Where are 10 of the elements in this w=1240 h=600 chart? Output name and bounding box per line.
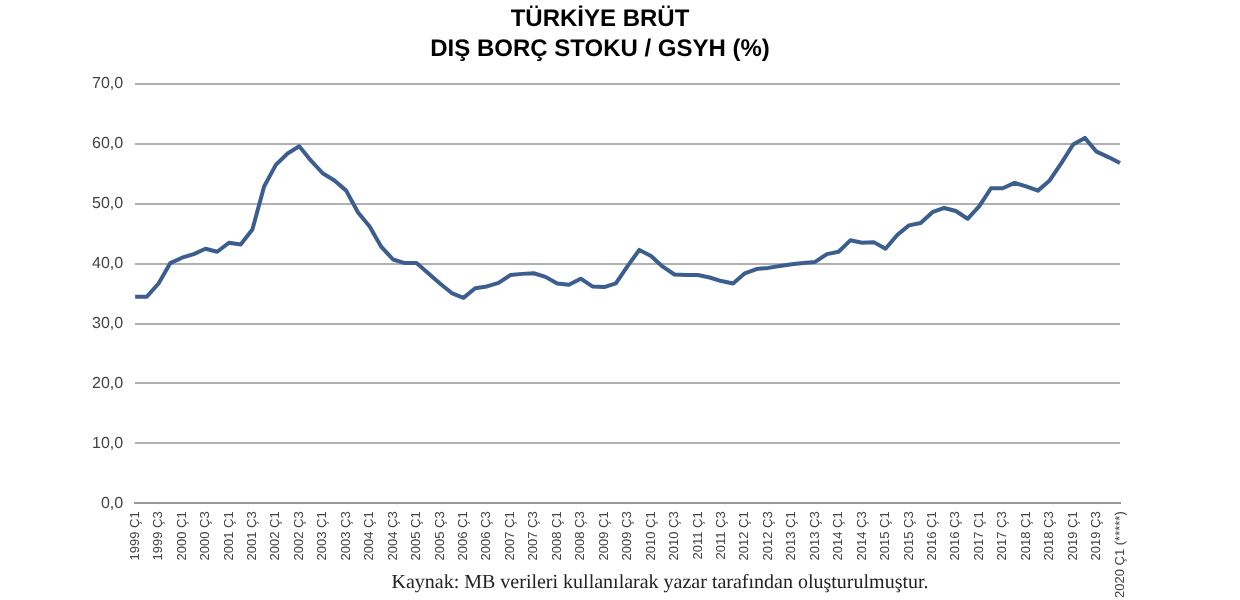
y-tick-label: 10,0	[91, 433, 125, 452]
y-tick-label: 60,0	[91, 134, 125, 153]
y-tick-label: 30,0	[91, 314, 125, 332]
text: Kaynak: MB verileri kullanılarak yazar tarafından oluşturulmuştur.	[391, 572, 929, 594]
y-tick-label: 70,0	[91, 74, 125, 93]
y-tick-label: 20,0	[91, 373, 125, 392]
y-tick-label: 50,0	[91, 194, 125, 213]
y-tick-label: 0,0	[100, 493, 125, 512]
chart-title: TÜRKİYE BRÜT DIŞ BORÇ STOKU / GSYH (%)	[430, 3, 770, 62]
y-tick-label: 40,0	[91, 254, 125, 273]
